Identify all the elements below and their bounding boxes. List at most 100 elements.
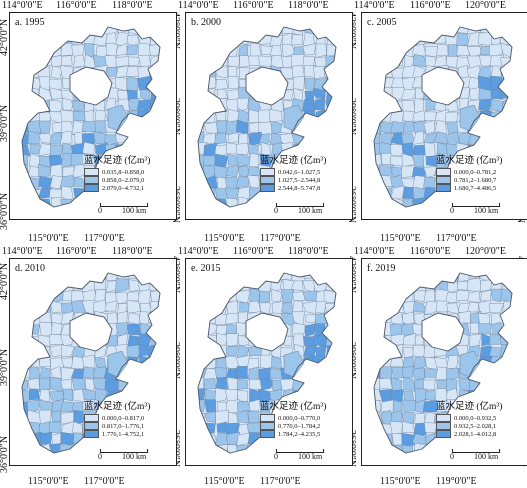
- county-cell: [378, 443, 393, 453]
- county-cell: [374, 433, 383, 447]
- county-cell: [51, 432, 62, 447]
- county-cell: [514, 267, 525, 281]
- county-cell: [325, 378, 336, 390]
- legend-swatch: [436, 430, 451, 438]
- county-cell: [22, 31, 28, 46]
- county-cell: [402, 366, 414, 379]
- county-cell: [334, 27, 336, 35]
- county-cell: [336, 267, 349, 281]
- county-cell: [215, 31, 228, 47]
- county-cell: [159, 56, 160, 70]
- map-panel-f: f. 2019 蓝水足迹 (亿m³) 0.000,0–0.932,5 0.932…: [361, 258, 527, 466]
- county-cell: [501, 108, 512, 123]
- county-cell: [488, 333, 502, 345]
- county-cell: [29, 366, 41, 381]
- map-graphic: [21, 272, 174, 454]
- county-cell: [236, 273, 251, 281]
- county-cell: [162, 334, 174, 347]
- county-cell: [236, 378, 248, 390]
- county-cell: [374, 110, 382, 124]
- county-cell: [325, 110, 336, 124]
- county-cell: [52, 122, 63, 133]
- county-cell: [215, 409, 229, 425]
- county-cell: [402, 273, 417, 280]
- county-cell: [48, 443, 61, 453]
- county-cell: [381, 43, 391, 57]
- county-cell: [279, 273, 293, 281]
- county-cell: [50, 322, 63, 336]
- county-cell: [115, 56, 131, 68]
- county-cell: [511, 278, 512, 293]
- county-cell: [204, 121, 218, 135]
- scale-distance: 100 km: [122, 452, 147, 461]
- lon-label: 118°0'0"E: [288, 246, 329, 257]
- county-cell: [302, 300, 317, 315]
- county-cell: [27, 120, 42, 134]
- county-cell: [413, 456, 424, 465]
- county-cell: [325, 87, 336, 102]
- county-cell: [379, 121, 393, 135]
- county-cell: [204, 411, 216, 423]
- county-cell: [39, 432, 52, 445]
- county-cell: [412, 367, 426, 380]
- county-cell: [426, 444, 438, 453]
- county-cell: [149, 365, 160, 381]
- county-cell: [114, 277, 130, 293]
- county-cell: [259, 27, 274, 35]
- county-cell: [379, 303, 393, 312]
- county-cell: [215, 209, 228, 219]
- county-cell: [324, 273, 336, 282]
- county-cell: [216, 421, 227, 433]
- county-cell: [215, 313, 228, 326]
- county-cell: [480, 377, 492, 391]
- county-cell: [257, 109, 272, 123]
- county-cell: [162, 347, 173, 356]
- legend-swatch: [260, 414, 275, 422]
- county-cell: [458, 310, 471, 324]
- county-cell: [198, 109, 208, 124]
- legend-class: 0.817,0–1.776,1: [102, 422, 145, 430]
- county-cell: [60, 42, 73, 57]
- legend-swatch: [436, 168, 451, 176]
- county-cell: [403, 120, 416, 134]
- county-cell: [38, 278, 52, 293]
- county-cell: [413, 98, 424, 114]
- county-cell: [82, 27, 97, 37]
- county-cell: [159, 289, 160, 304]
- county-cell: [499, 122, 512, 135]
- county-cell: [513, 336, 524, 346]
- county-cell: [511, 109, 512, 123]
- county-cell: [198, 442, 205, 453]
- county-cell: [374, 199, 383, 207]
- county-cell: [293, 333, 305, 347]
- county-cell: [401, 277, 416, 294]
- county-cell: [402, 186, 414, 200]
- lon-label: 116°0'0"E: [56, 246, 97, 257]
- county-cell: [226, 345, 239, 356]
- county-cell: [126, 300, 141, 314]
- legend-class: 0.000,0–0.770,0: [278, 414, 321, 422]
- county-cell: [148, 273, 160, 283]
- county-cell: [510, 356, 512, 370]
- county-cell: [159, 279, 160, 293]
- county-cell: [236, 175, 250, 188]
- region-outline: [373, 272, 513, 454]
- legend-swatch: [84, 414, 99, 422]
- county-cell: [337, 76, 350, 89]
- legend: 蓝水足迹 (亿m³) 0.000,0–0.932,5 0.932,5–2.028…: [436, 398, 527, 438]
- county-cell: [466, 277, 483, 293]
- county-cell: [327, 131, 336, 144]
- county-cell: [204, 399, 217, 413]
- legend-class: 1.776,1–4.752,1: [102, 430, 145, 438]
- county-cell: [315, 27, 329, 36]
- county-cell: [369, 212, 381, 219]
- county-cell: [22, 345, 30, 357]
- county-cell: [425, 390, 437, 402]
- county-cell: [226, 377, 240, 392]
- county-cell: [22, 45, 31, 57]
- tianjin-region: [283, 350, 305, 378]
- county-cell: [115, 322, 129, 337]
- legend-class: 2.028,1–4.012,8: [454, 430, 497, 438]
- county-cell: [128, 131, 141, 145]
- county-cell: [315, 344, 327, 357]
